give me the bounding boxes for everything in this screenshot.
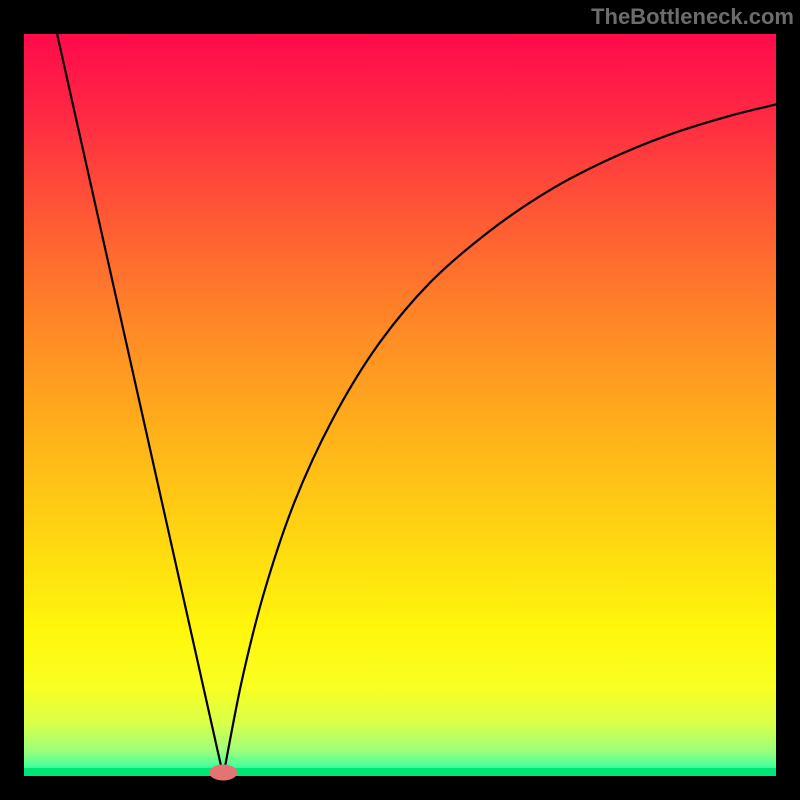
chart-frame: TheBottleneck.com [0,0,800,800]
watermark-label: TheBottleneck.com [591,4,794,30]
bottom-band [24,768,776,776]
plot-area [24,34,776,776]
